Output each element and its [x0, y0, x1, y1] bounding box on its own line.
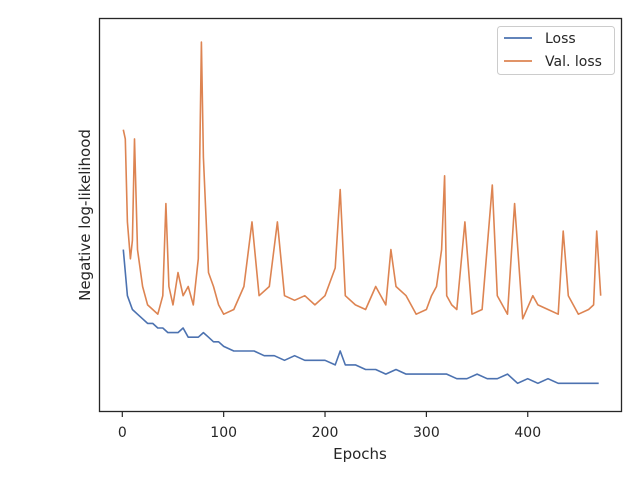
x-tick-label: 200	[312, 425, 339, 441]
x-tick-label: 400	[514, 425, 541, 441]
legend: Loss Val. loss	[497, 26, 615, 75]
x-axis-label: Epochs	[333, 445, 387, 463]
legend-label-val-loss: Val. loss	[545, 54, 602, 70]
x-tick-label: 300	[413, 425, 440, 441]
legend-label-loss: Loss	[545, 31, 576, 47]
plot-frame	[98, 17, 623, 413]
x-tick-label: 0	[118, 425, 127, 441]
series-layer	[122, 41, 602, 385]
y-axis-label: Negative log-likelihood	[76, 129, 94, 301]
series-line-loss	[122, 249, 599, 385]
series-line-val-loss	[122, 41, 602, 320]
x-axis-ticks: 0 100 200 300 400	[118, 411, 541, 441]
x-tick-label: 100	[210, 425, 237, 441]
